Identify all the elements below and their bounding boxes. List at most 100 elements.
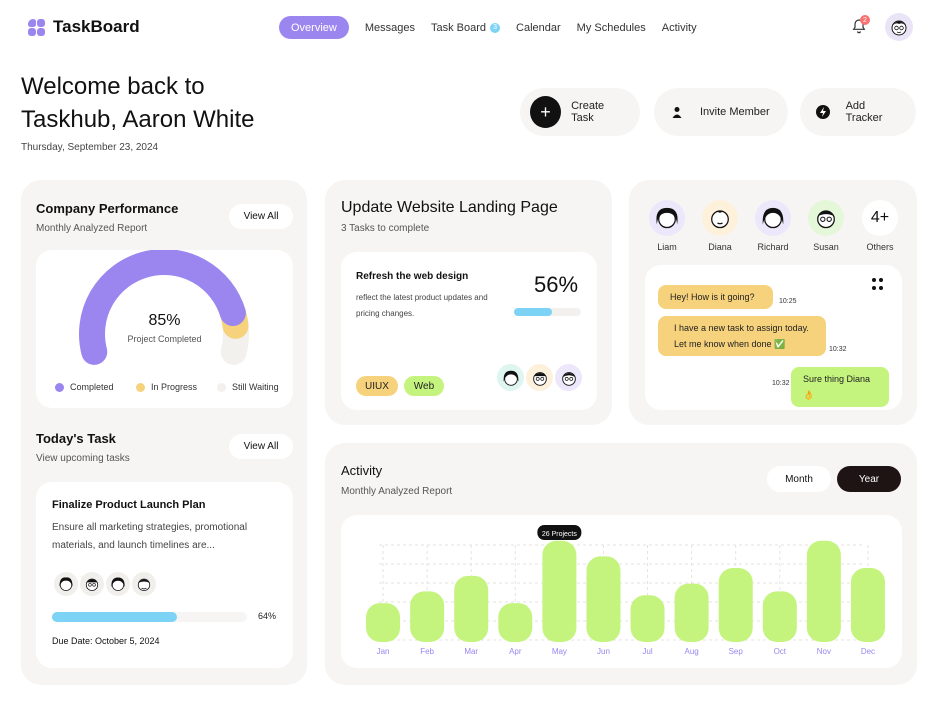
legend-completed-label: Completed: [70, 382, 114, 392]
logo-icon: [28, 18, 45, 36]
bar-jan: [366, 603, 401, 642]
today-progress-fill: [52, 612, 177, 622]
nav-task-board[interactable]: Task Board 3: [430, 16, 501, 39]
chat-message-sent: Sure thing Diana👌: [791, 367, 889, 407]
project-task-name: Refresh the web design: [356, 271, 469, 282]
bar-nov: [806, 540, 841, 642]
toggle-month[interactable]: Month: [767, 466, 831, 492]
bar-feb: [410, 591, 445, 642]
in-progress-dot: [136, 382, 145, 392]
welcome-heading: Welcome back to Taskhub, Aaron White: [21, 73, 255, 133]
chat-message-received: I have a new task to assign today. Let m…: [658, 316, 826, 356]
month-label: Feb: [420, 647, 434, 656]
month-label: Oct: [774, 647, 787, 656]
app-logo[interactable]: TaskBoard: [28, 17, 140, 37]
month-label: Nov: [817, 647, 831, 656]
liam-name: Liam: [657, 242, 677, 252]
bar-apr: [498, 603, 533, 642]
chat-message-time: 10:25: [779, 298, 797, 305]
month-label: Apr: [509, 647, 522, 656]
legend-still-waiting: Still Waiting: [217, 382, 279, 392]
performance-title: Company Performance: [36, 201, 179, 216]
today-task-subtitle: View upcoming tasks: [36, 453, 130, 464]
member-diana[interactable]: Diana: [700, 200, 740, 252]
today-task-assignees: [54, 572, 156, 596]
tag-uiux[interactable]: UIUX: [356, 376, 398, 396]
assignee-avatar: [555, 364, 582, 391]
project-task-description: reflect the latest product updates and p…: [356, 293, 488, 318]
performance-view-all-button[interactable]: View All: [229, 204, 293, 229]
create-task-label: Create Task: [571, 100, 605, 124]
member-susan[interactable]: Susan: [806, 200, 846, 252]
month-label: Sep: [729, 647, 744, 656]
tooltip-bubble: [537, 525, 582, 540]
assignee-avatar: [106, 572, 130, 596]
gauge-completed-arc: [79, 250, 246, 365]
today-task-description: Ensure all marketing strategies, promoti…: [52, 522, 248, 551]
member-liam[interactable]: Liam: [647, 200, 687, 252]
legend-in-progress: In Progress: [136, 382, 197, 392]
bar-jul: [630, 595, 665, 642]
add-tracker-button[interactable]: Add Tracker: [800, 88, 916, 136]
activity-chart-panel: Jan Feb Mar Apr May 26 Projects Jun Jul Aug Sep Oc…: [341, 515, 902, 668]
bar-dec: [850, 568, 885, 642]
assignee-avatar: [526, 364, 553, 391]
bar-may: [542, 540, 577, 642]
month-label: Jul: [642, 647, 652, 656]
user-icon: [664, 99, 690, 125]
nav-calendar[interactable]: Calendar: [516, 21, 561, 34]
today-progress-track: [52, 612, 247, 622]
nav-messages[interactable]: Messages: [364, 21, 415, 34]
today-view-all-button[interactable]: View All: [229, 434, 293, 459]
nav-my-schedules[interactable]: My Schedules: [576, 21, 646, 34]
create-task-button[interactable]: + Create Task: [520, 88, 640, 136]
others-count: 4+: [862, 200, 898, 236]
performance-gauge-panel: 85% Project Completed: [36, 250, 293, 408]
more-dots-icon[interactable]: [872, 278, 884, 290]
richard-name: Richard: [757, 242, 789, 252]
today-task-name: Finalize Product Launch Plan: [52, 499, 206, 511]
invite-member-label: Invite Member: [700, 106, 770, 118]
assignee-avatar: [80, 572, 104, 596]
nav-overview[interactable]: Overview: [279, 16, 349, 39]
gauge-percent: 85%: [148, 312, 181, 329]
richard-avatar: [755, 200, 791, 236]
others-label: Others: [866, 242, 894, 252]
assignee-avatar: [132, 572, 156, 596]
liam-avatar: [649, 200, 685, 236]
member-richard[interactable]: Richard: [753, 200, 793, 252]
tag-web[interactable]: Web: [404, 376, 444, 396]
notification-button[interactable]: 2: [851, 15, 870, 36]
nav-activity[interactable]: Activity: [661, 21, 697, 34]
toggle-year[interactable]: Year: [837, 466, 901, 492]
user-avatar[interactable]: [885, 13, 913, 41]
today-task-card[interactable]: Finalize Product Launch Plan Ensure all …: [36, 482, 293, 668]
top-nav: Overview Messages Task Board 3 Calendar …: [279, 16, 713, 39]
today-progress-percent: 64%: [258, 611, 277, 621]
member-others[interactable]: 4+ Others: [860, 200, 900, 252]
month-label: Aug: [685, 647, 699, 656]
still-waiting-dot: [217, 382, 226, 392]
bar-sep: [718, 568, 753, 642]
nav-task-board-label: Task Board: [430, 21, 487, 34]
month-label: Jun: [597, 647, 610, 656]
project-subtitle: 3 Tasks to complete: [341, 223, 430, 234]
activity-title: Activity: [341, 463, 383, 478]
project-percent: 56%: [534, 272, 579, 297]
susan-avatar: [808, 200, 844, 236]
chat-message-time: 10:32: [829, 346, 847, 353]
plus-icon: +: [530, 96, 562, 128]
notification-count-badge: 2: [860, 15, 870, 25]
tooltip-text: 26 Projects: [542, 531, 578, 538]
bar-aug: [674, 583, 709, 642]
assignee-avatar: [54, 572, 78, 596]
chat-message-received: Hey! How is it going?: [658, 285, 773, 309]
activity-bar-chart: Jan Feb Mar Apr May 26 Projects Jun Jul Aug Sep Oc…: [366, 525, 885, 656]
bolt-icon: [810, 99, 836, 125]
performance-subtitle: Monthly Analyzed Report: [36, 223, 148, 234]
invite-member-button[interactable]: Invite Member: [654, 88, 788, 136]
diana-avatar: [702, 200, 738, 236]
bar-oct: [762, 591, 797, 642]
completed-dot: [55, 382, 64, 392]
